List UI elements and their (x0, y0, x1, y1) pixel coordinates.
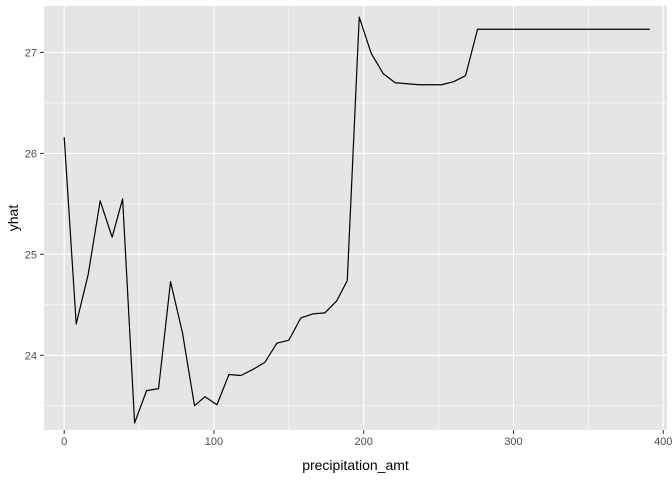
y-axis-title: yhat (5, 205, 21, 232)
x-tick-label: 0 (61, 436, 67, 448)
y-tick-label: 25 (25, 249, 37, 261)
grid-minor (44, 6, 667, 430)
plot-panel (44, 6, 667, 430)
x-tick-label: 400 (654, 436, 672, 448)
grid-major (44, 6, 667, 430)
data-layer (63, 16, 650, 424)
series-line (63, 16, 650, 424)
y-axis: 24 25 26 27 (25, 47, 44, 362)
x-tick-label: 300 (504, 436, 522, 448)
x-axis: 0 100 200 300 400 (61, 430, 672, 448)
x-tick-label: 100 (205, 436, 223, 448)
y-tick-label: 27 (25, 47, 37, 59)
y-tick-label: 26 (25, 148, 37, 160)
y-tick-label: 24 (25, 350, 37, 362)
x-tick-label: 200 (355, 436, 373, 448)
x-axis-title: precipitation_amt (302, 457, 409, 473)
